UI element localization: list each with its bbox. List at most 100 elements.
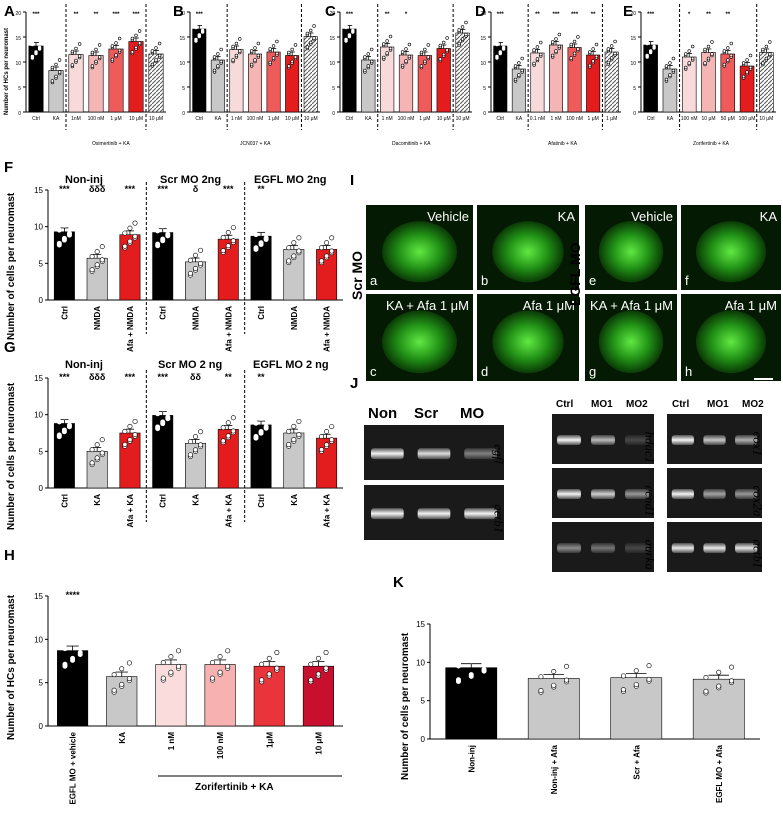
panel-k-point [538, 674, 544, 680]
panel-g-point [198, 429, 204, 435]
panel-f-point [127, 225, 133, 231]
panel-f-point [56, 240, 62, 246]
panel-a-point [57, 58, 62, 62]
panel-g-significance: δδδ [89, 372, 106, 382]
panel-c-category: 1 nM [382, 116, 393, 122]
panel-b-point [216, 52, 220, 56]
panel-c-point [423, 59, 427, 64]
panel-c-point [369, 47, 374, 52]
panel-b-category: 10 μM [285, 116, 299, 122]
panel-f-point [89, 267, 95, 273]
panel-b-ytick-label: 0 [182, 111, 185, 117]
panel-g-point [127, 437, 133, 443]
panel-d-point [594, 42, 599, 47]
panel-e-point [768, 40, 772, 44]
panel-a-point [117, 48, 122, 53]
panel-f-point [258, 227, 264, 233]
panel-c-significance: * [405, 12, 408, 18]
panel-f-point [296, 248, 302, 254]
panel-g-point [296, 418, 302, 424]
panel-e-point [668, 61, 672, 65]
panel-h-point [217, 654, 223, 660]
panel-g-point [99, 437, 105, 443]
panel-g-category: Ctrl [257, 494, 266, 508]
panel-k-point [551, 669, 557, 675]
panel-b-category: 1 μM [268, 116, 279, 122]
panel-b-ytick-label: 15 [179, 36, 185, 42]
panel-b-significance: *** [196, 12, 204, 18]
chart-c: 0 5 10 15 20 Ctrl *** KA 1 nM ** 100 nM * 1 μM 10 μM 1… [329, 4, 472, 130]
panel-c-point [363, 68, 367, 73]
panel-e-point [768, 52, 772, 56]
panel-c-point [404, 47, 408, 51]
panel-f-point [94, 262, 100, 268]
panel-g-point [263, 410, 269, 416]
panel-d-point [501, 45, 506, 50]
chart-e: 0 5 10 15 20 Ctrl *** KA 100 nM * 10 μM ** 50 μM ** 10… [630, 4, 776, 130]
gel-band [625, 489, 649, 499]
gene-label: actb1 [491, 504, 506, 533]
panel-b-point [219, 47, 223, 52]
panel-k-bar [445, 667, 498, 740]
panel-d-point [557, 44, 562, 49]
gel-band [671, 489, 694, 499]
panel-h-point [225, 663, 231, 669]
panel-d-point [576, 47, 580, 51]
panel-a-point [54, 74, 58, 79]
panel-k-point [455, 677, 461, 683]
panel-g-category: Ctrl [159, 494, 168, 508]
panel-k-point [633, 682, 639, 688]
panel-a-point [150, 62, 155, 67]
panel-f-point [253, 245, 259, 251]
panel-c-point [382, 42, 386, 46]
micrograph-letter: d [481, 364, 488, 379]
panel-c-point [385, 51, 389, 55]
panel-c-ytick-label: 0 [332, 111, 335, 117]
panel-e-ytick-label: 10 [630, 61, 636, 67]
panel-label-g: G [4, 339, 16, 356]
panel-f-point [198, 261, 204, 267]
micrograph-letter: e [589, 273, 596, 288]
panel-k-point [538, 688, 544, 694]
panel-a-ytick-label: 10 [15, 61, 21, 67]
panel-e-point [722, 62, 727, 67]
panel-label-b: B [173, 3, 184, 20]
panel-k-point [468, 672, 474, 678]
panel-b-point [253, 58, 257, 62]
gel-header: MO1 [707, 399, 729, 410]
panel-k-point [455, 663, 461, 669]
panel-d-point [535, 45, 540, 49]
panel-g-point [230, 415, 236, 421]
chart-k: 0 5 10 15 Non-inj Non-inj + Afa Scr + Afa EGFL … [416, 620, 760, 803]
panel-c-point [400, 50, 405, 54]
panel-g-point [66, 409, 72, 415]
panel-g-category: KA [192, 494, 201, 506]
panel-f-point [291, 253, 297, 259]
panel-a-point [30, 41, 35, 45]
panel-a-ytick-label: 20 [15, 11, 21, 17]
gel-band [671, 543, 694, 553]
panel-c-point [464, 32, 468, 37]
panel-f-point [160, 223, 166, 229]
panel-e-point [645, 40, 649, 44]
panel-d-point [610, 56, 614, 60]
panel-b-point [253, 46, 257, 50]
panel-f-point [225, 243, 231, 249]
panel-g-point [329, 437, 335, 443]
panel-g-point [99, 450, 105, 456]
panel-f-point [89, 254, 95, 260]
panel-f-ytick-label: 15 [34, 186, 43, 195]
panel-d-category: 1 μM [606, 116, 617, 122]
panel-c-ytick-label: 5 [332, 86, 335, 92]
panel-f-category: NMDA [93, 306, 102, 330]
panel-a-point [30, 54, 35, 59]
panel-b-point [309, 40, 313, 45]
panel-d-point [572, 39, 577, 44]
panel-g-point [56, 419, 62, 425]
panel-a-category: KA [53, 116, 60, 122]
panel-c-point [457, 41, 461, 46]
gel-band [557, 489, 581, 499]
panel-c-category: Ctrl [346, 116, 354, 122]
panel-d-category: 1 nM [550, 116, 561, 122]
micrograph-letter: f [685, 273, 689, 288]
